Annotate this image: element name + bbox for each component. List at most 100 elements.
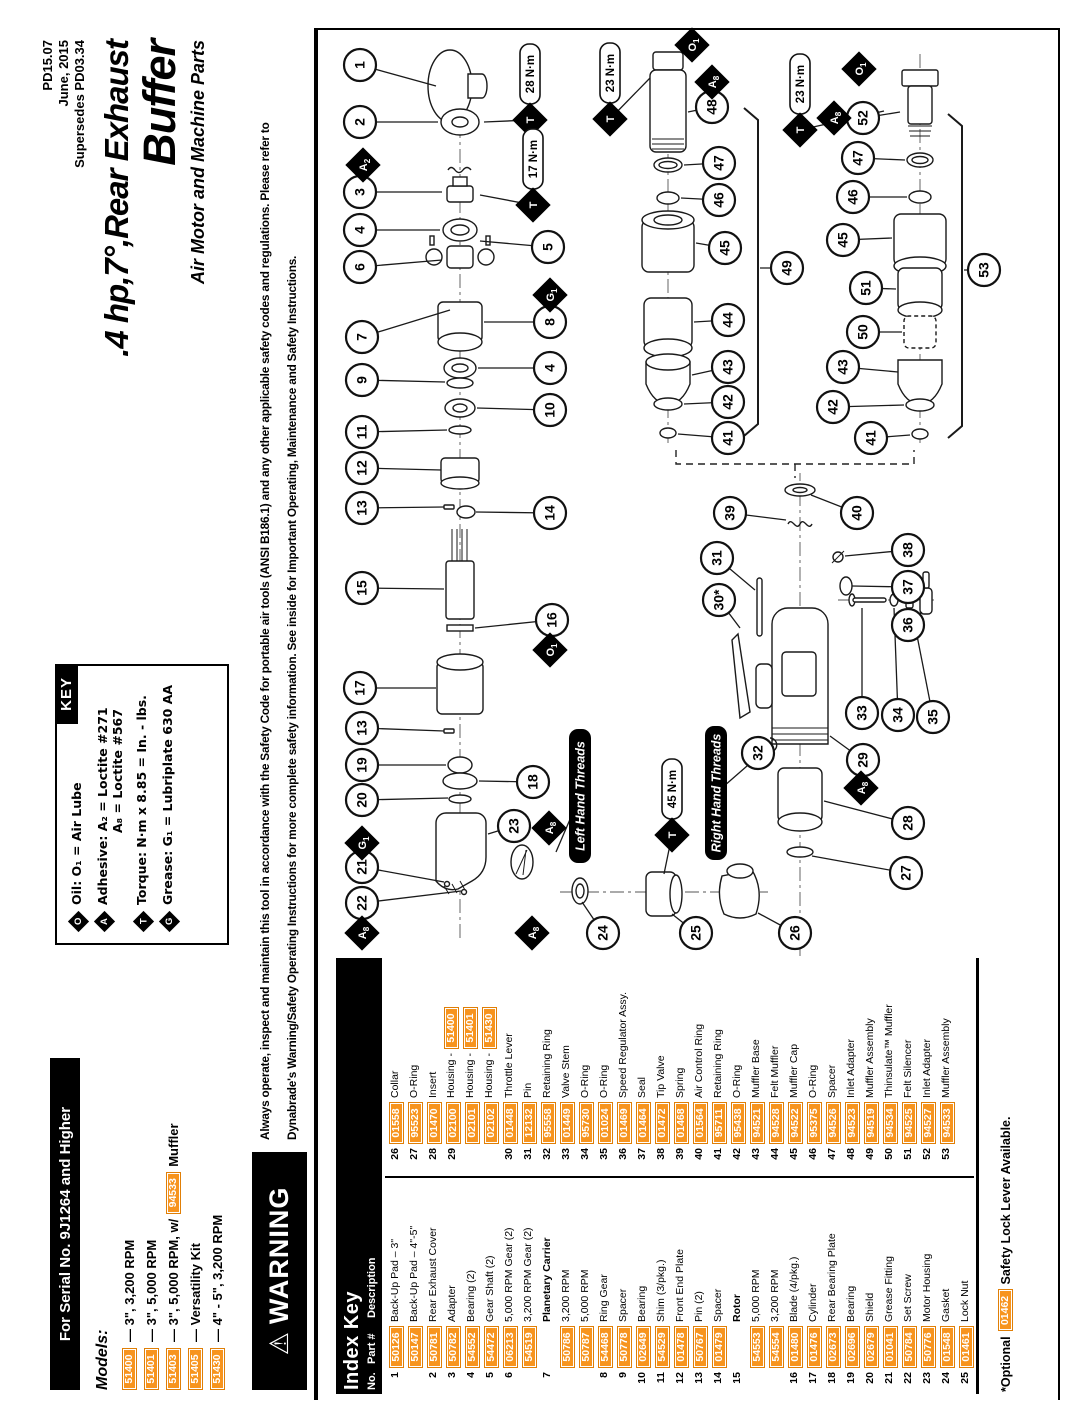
row-number: 52 (920, 1148, 933, 1160)
symbol-diamond: A8 (816, 100, 852, 136)
row-part-cell: 01461 (956, 1326, 974, 1368)
doc-supersedes: Supersedes PD03.34 (72, 40, 87, 168)
row-number: 29 (445, 1148, 458, 1160)
balloon-number: 19 (354, 757, 370, 773)
balloon-number: 44 (720, 312, 736, 328)
table-row: 11 54529 Shim (3/pkg.) (651, 1178, 670, 1394)
diamond-label: T (667, 831, 679, 838)
part-number-box: 50782 (445, 1326, 461, 1368)
part-number-box: 51400 (444, 1007, 459, 1050)
part-number-box: 01564 (692, 1102, 708, 1144)
table-row: 12 01478 Front End Plate (670, 1178, 689, 1394)
row-number: 4 (464, 1372, 477, 1378)
balloon-circle (342, 104, 378, 140)
row-description: Bearing (2) (464, 1270, 477, 1322)
row-part-cell: 95523 (405, 1102, 423, 1144)
symbol-diamond: G1 (344, 825, 380, 861)
balloon-circle (890, 569, 926, 605)
balloon-number: 22 (354, 895, 370, 911)
table-bottom-rule (976, 958, 979, 1394)
row-part-cell: 50786 (557, 1326, 575, 1368)
torque-value: 45 N·m (667, 770, 679, 808)
balloon-number: 41 (720, 430, 736, 446)
balloon-circle (678, 915, 714, 951)
diamond-label: O1 (687, 38, 701, 52)
row-number: 11 (654, 1372, 667, 1384)
row-part-cell: 01469 (614, 1102, 632, 1144)
table-row: 31 12132 Pin (518, 958, 537, 1170)
diamond-label: O1 (854, 62, 868, 76)
table-row: 33 01449 Valve Stem (556, 958, 575, 1170)
balloon-number: 31 (709, 550, 725, 566)
row-number: 41 (711, 1148, 724, 1160)
key-line: Grease: G₁ = Lubriplate 630 AA (160, 684, 175, 905)
table-row: 41 95711 Retaining Ring (708, 958, 727, 1170)
row-part-cell: 50767 (690, 1326, 708, 1368)
table-row: 44 94528 Felt Muffler (765, 958, 784, 1170)
balloon-number: 43 (720, 359, 736, 375)
balloon-number: 27 (898, 865, 914, 881)
row-description: Back-Up Pad – 3" (388, 1238, 401, 1322)
balloon-number: 13 (354, 720, 370, 736)
row-description: O-Ring (578, 1064, 591, 1098)
part-number-box: 01461 (958, 1326, 974, 1368)
part-number-box: 01472 (654, 1102, 670, 1144)
table-row: 3 50782 Adapter (442, 1178, 461, 1394)
row-description: Housing -51401 (463, 1007, 478, 1102)
table-row: 34 95730 O-Ring (575, 958, 594, 1170)
row-description: O-Ring (730, 1064, 743, 1098)
diamond-shape (532, 632, 568, 668)
row-number: 19 (844, 1372, 857, 1384)
balloon-number: 9 (354, 376, 370, 384)
row-part-cell: 50787 (576, 1326, 594, 1368)
part-number-box: 94534 (882, 1102, 898, 1144)
row-part-cell: 95730 (576, 1102, 594, 1144)
row-part-cell: 02100 (443, 1102, 461, 1144)
balloon-circle (342, 670, 378, 706)
balloon-number: 38 (900, 542, 916, 558)
row-description: Shim (3/pkg.) (654, 1259, 667, 1322)
row-part-cell: 50784 (899, 1326, 917, 1368)
part-number-box: 01548 (939, 1326, 955, 1368)
row-description: Spacer (616, 1288, 629, 1322)
row-part-cell: 01449 (557, 1102, 575, 1144)
table-row: 16 01480 Blade (4/pkg.) (784, 1178, 803, 1394)
balloon-circle (888, 855, 924, 891)
row-description: 5,000 RPM (749, 1269, 762, 1322)
row-number: 49 (863, 1148, 876, 1160)
table-row: 50 94534 Thinsulate™ Muffler (879, 958, 898, 1170)
row-part-cell: 94522 (785, 1102, 803, 1144)
part-number-box: 02696 (844, 1326, 860, 1368)
diamond-label: O1 (545, 643, 559, 657)
symbol-diamond: T (654, 817, 690, 853)
key-line: Torque: N·m x 8.85 = In. - lbs. (134, 695, 149, 905)
model-row: 51403 — 3", 5,000 RPM, w/94533 Muffler (162, 990, 184, 1390)
row-number: 18 (825, 1372, 838, 1384)
row-description: Inlet Adapter (920, 1039, 933, 1098)
part-number-box: 01476 (806, 1326, 822, 1368)
table-row: 51 94525 Felt Silencer (898, 958, 917, 1170)
symbol-diamond: O1 (532, 632, 568, 668)
table-row: 14 01479 Spacer (708, 1178, 727, 1394)
row-description: Spring (673, 1067, 686, 1098)
part-number-box: 95523 (407, 1102, 423, 1144)
balloon-number: 24 (595, 925, 611, 941)
balloon-number: 41 (863, 430, 879, 446)
balloon-circle (740, 735, 776, 771)
table-row: 54553 5,000 RPM (746, 1178, 765, 1394)
row-number: 3 (445, 1372, 458, 1378)
table-row: 53 94533 Muffler Assembly (936, 958, 955, 1170)
row-part-cell: 54554 (766, 1326, 784, 1368)
part-number-box: 51401 (143, 1348, 159, 1390)
model-row: 51400 — 3", 3,200 RPM (118, 990, 140, 1390)
table-row: 19 02696 Bearing (841, 1178, 860, 1394)
row-number: 39 (673, 1148, 686, 1160)
key-line-2: A₈ = Loctite #567 (110, 709, 125, 833)
model-row: 51430 — 4" - 5", 3,200 RPM (206, 990, 228, 1390)
doc-date: June, 2015 (56, 40, 71, 107)
balloon-number: 52 (855, 110, 871, 126)
symbol-diamond: O1 (841, 51, 877, 87)
serial-note-text: For Serial No. 9J1264 and Higher (56, 1106, 74, 1342)
row-number: 6 (502, 1372, 515, 1378)
balloon-number: 47 (711, 155, 727, 171)
